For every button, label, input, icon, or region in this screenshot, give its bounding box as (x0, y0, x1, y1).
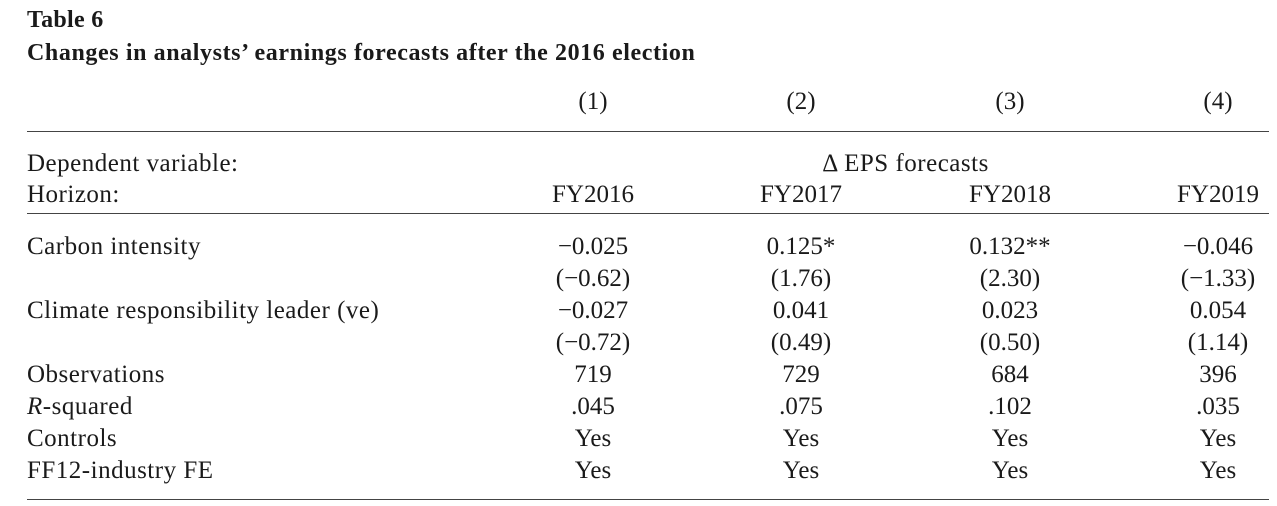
column-number-row: (1) (2) (3) (4) (27, 86, 1269, 118)
tstat-cell: (−1.33) (1180, 265, 1256, 292)
table-row: R-squared .045 .075 .102 .035 (27, 391, 1269, 423)
table-row: Controls Yes Yes Yes Yes (27, 423, 1269, 455)
row-label-carbon-intensity: Carbon intensity (27, 233, 201, 260)
tstat-cell: (2.30) (979, 265, 1041, 292)
controls-cell: Yes (574, 425, 612, 452)
dependent-variable-label: Dependent variable: (27, 150, 239, 177)
dependent-variable-row: Dependent variable: Δ EPS forecasts (27, 148, 1269, 180)
horizon-label: Horizon: (27, 181, 120, 208)
coefficient-cell: 0.125* (766, 233, 836, 260)
industry-fe-cell: Yes (574, 457, 612, 484)
coefficient-cell: −0.046 (1182, 233, 1254, 260)
table-caption-label: Table 6 (27, 7, 104, 33)
coefficient-cell: −0.025 (557, 233, 629, 260)
coefficient-cell: 0.054 (1189, 297, 1247, 324)
table-row: (−0.62) (1.76) (2.30) (−1.33) (27, 263, 1269, 295)
column-number-4: (4) (1203, 88, 1233, 115)
r-squared-cell: .035 (1196, 393, 1240, 420)
observations-cell: 719 (574, 361, 612, 388)
table-caption-title: Changes in analysts’ earnings forecasts … (27, 40, 696, 66)
industry-fe-cell: Yes (1199, 457, 1237, 484)
bottom-rule (27, 499, 1269, 500)
row-label-climate-leader: Climate responsibility leader (ve) (27, 297, 380, 324)
header-rule (27, 213, 1269, 214)
observations-cell: 729 (782, 361, 820, 388)
tstat-cell: (0.50) (979, 329, 1041, 356)
row-label-observations: Observations (27, 361, 165, 388)
observations-cell: 396 (1199, 361, 1237, 388)
r-squared-suffix: -squared (42, 393, 133, 420)
tstat-cell: (1.76) (770, 265, 832, 292)
coefficient-cell: 0.132** (969, 233, 1051, 260)
column-number-1: (1) (578, 88, 608, 115)
coefficient-cell: 0.023 (981, 297, 1039, 324)
table-row: Climate responsibility leader (ve) −0.02… (27, 295, 1269, 327)
table-row: FF12-industry FE Yes Yes Yes Yes (27, 455, 1269, 487)
row-label-controls: Controls (27, 425, 118, 452)
coefficient-cell: 0.041 (772, 297, 830, 324)
horizon-cell: FY2018 (969, 181, 1051, 208)
r-squared-cell: .102 (988, 393, 1032, 420)
horizon-cell: FY2017 (760, 181, 842, 208)
table-row: Carbon intensity −0.025 0.125* 0.132** −… (27, 231, 1269, 263)
r-squared-cell: .075 (779, 393, 823, 420)
tstat-cell: (0.49) (770, 329, 832, 356)
observations-cell: 684 (991, 361, 1029, 388)
controls-cell: Yes (991, 425, 1029, 452)
controls-cell: Yes (782, 425, 820, 452)
r-squared-italic-r: R (27, 393, 43, 420)
tstat-cell: (−0.72) (555, 329, 631, 356)
industry-fe-cell: Yes (782, 457, 820, 484)
row-label-industry-fe: FF12-industry FE (27, 457, 214, 484)
dependent-variable-value: Δ EPS forecasts (822, 150, 989, 177)
top-rule (27, 131, 1269, 132)
horizon-cell: FY2016 (552, 181, 634, 208)
tstat-cell: (1.14) (1187, 329, 1249, 356)
column-number-3: (3) (995, 88, 1025, 115)
industry-fe-cell: Yes (991, 457, 1029, 484)
row-label-r-squared: R-squared (27, 391, 133, 423)
horizon-row: Horizon: FY2016 FY2017 FY2018 FY2019 (27, 179, 1269, 211)
controls-cell: Yes (1199, 425, 1237, 452)
horizon-cell: FY2019 (1177, 181, 1259, 208)
column-number-2: (2) (786, 88, 816, 115)
tstat-cell: (−0.62) (555, 265, 631, 292)
table-row: Observations 719 729 684 396 (27, 359, 1269, 391)
r-squared-cell: .045 (571, 393, 615, 420)
table-row: (−0.72) (0.49) (0.50) (1.14) (27, 327, 1269, 359)
coefficient-cell: −0.027 (557, 297, 629, 324)
